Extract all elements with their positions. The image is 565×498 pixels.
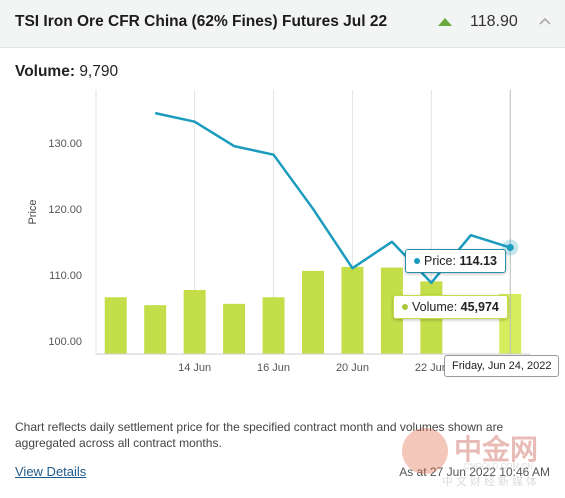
volume-label: Volume: [15,63,75,80]
volume-bar [262,297,285,354]
volume-tooltip: Volume: 45,974 [393,295,508,319]
x-tick-label: 22 Jun [415,362,448,374]
tooltip-volume-value: 45,974 [460,300,499,314]
y-tick-label: 130.00 [48,138,82,150]
tooltip-price-value: 114.13 [459,254,497,268]
volume-bar [104,297,127,354]
volume-bar [302,270,324,354]
price-tooltip: Price: 114.13 [405,249,506,273]
as-of-timestamp: As at 27 Jun 2022 10:46 AM [399,465,550,479]
y-tick-label: 120.00 [48,204,82,216]
volume-bar [144,305,167,354]
volume-dot-icon [402,303,408,310]
price-point [506,244,514,252]
last-price: 118.90 [470,13,518,30]
up-triangle-icon [438,18,452,26]
y-axis-label: Price [27,199,39,224]
watermark-sub: CNGOLD.COM.CN [464,462,533,471]
tooltip-volume-label: Volume: [412,300,458,314]
volume-bar [341,266,364,354]
volume-summary: Volume: 9,790 [15,63,118,81]
volume-bar [380,267,403,354]
chevron-up-icon[interactable] [537,14,553,30]
x-tick-label: 20 Jun [336,362,369,374]
volume-value: 9,790 [79,63,119,80]
y-tick-label: 110.00 [49,270,82,282]
price-dot-icon [414,257,420,264]
watermark-text: 中金网 [454,433,539,466]
watermark-circle-icon [402,428,448,474]
view-details-link[interactable]: View Details [15,464,87,479]
volume-bar [183,289,206,354]
tooltip-price-label: Price: [424,254,456,268]
contract-title: TSI Iron Ore CFR China (62% Fines) Futur… [15,13,388,30]
volume-bar [223,303,246,354]
x-tick-label: 14 Jun [178,362,211,374]
price-volume-chart[interactable]: 100.00 110.00 120.00 130.00 Price 14 Jun 16 Ju… [0,80,565,380]
y-tick-label: 100.00 [48,336,82,348]
x-tick-label: 16 Jun [257,362,290,374]
watermark-logo: 中金网 CNGOLD.COM.CN 中文财经新媒体 [402,418,562,488]
watermark-sub2: 中文财经新媒体 [442,476,540,488]
header: TSI Iron Ore CFR China (62% Fines) Futur… [0,0,565,48]
chart-footnote: Chart reflects daily settlement price fo… [15,420,504,450]
date-tooltip: Friday, Jun 24, 2022 [444,355,560,377]
